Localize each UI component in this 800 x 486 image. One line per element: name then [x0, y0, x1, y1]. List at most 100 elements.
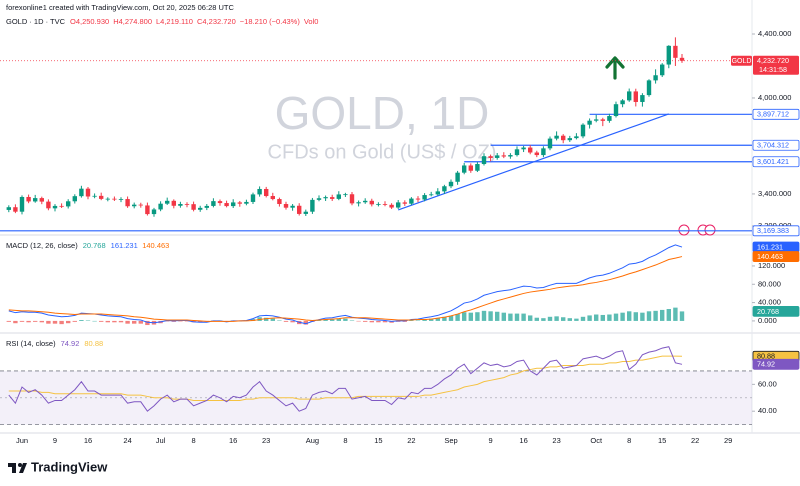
candle-body — [587, 120, 592, 125]
x-tick-label: 16 — [519, 436, 527, 445]
x-tick-label: 8 — [627, 436, 631, 445]
legend-value: 140.463 — [142, 241, 169, 250]
candle-body — [52, 205, 58, 209]
candle-body — [231, 202, 236, 207]
candle-body — [316, 198, 322, 200]
candle-body — [158, 203, 163, 210]
level-tag-box — [752, 108, 800, 120]
symbol-tag-label: GOLD — [732, 58, 752, 65]
candle-body — [303, 211, 308, 214]
candle-body — [429, 194, 434, 196]
histogram-bar — [640, 312, 645, 321]
candle-body — [455, 172, 460, 182]
level-tag: 3,601.421 — [752, 156, 800, 168]
x-tick-label: 15 — [374, 436, 382, 445]
level-tag-box — [752, 139, 800, 151]
level-tag: 3,704.312 — [752, 139, 800, 151]
candle-body — [396, 202, 401, 208]
histogram-bar — [554, 316, 559, 321]
candle-body — [666, 45, 671, 65]
candle-body — [46, 201, 51, 209]
y-tick-label: 40.00 — [758, 406, 777, 415]
candle-body — [369, 200, 374, 205]
event-icon — [704, 224, 716, 236]
histogram-bar — [79, 320, 84, 321]
candle-body — [561, 135, 566, 141]
candle-body — [112, 198, 117, 200]
candle-body — [646, 80, 652, 96]
y-tick-label: 4,000.000 — [758, 93, 791, 102]
x-tick-label: 9 — [489, 436, 493, 445]
trendline — [397, 113, 670, 211]
histogram-bar — [105, 320, 110, 323]
logo-part — [12, 463, 16, 473]
candle-body — [547, 138, 553, 149]
candle-body — [620, 100, 625, 105]
value-tag: 140.463 — [752, 251, 800, 262]
histogram-bar — [330, 319, 335, 321]
candle-body — [39, 198, 44, 202]
histogram-bar — [561, 317, 566, 321]
quote-value: H4,274.800 — [113, 17, 152, 26]
x-tick-label: 23 — [262, 436, 270, 445]
candle-body — [105, 198, 110, 200]
candle-body — [534, 152, 539, 156]
x-tick-label: Aug — [306, 436, 319, 445]
candle-body — [198, 207, 203, 210]
histogram-bar — [481, 310, 487, 321]
level-tag-label: 3,601.421 — [757, 157, 789, 166]
candle-body — [580, 124, 586, 137]
y-tick-label: 3,200.000 — [758, 221, 791, 230]
histogram-bar — [66, 320, 71, 324]
arrow-annotation — [605, 56, 625, 80]
histogram-bar — [118, 320, 124, 323]
branding: TradingView — [31, 459, 108, 474]
histogram-bar — [52, 320, 58, 324]
candle-body — [488, 156, 493, 158]
candle-body — [290, 205, 295, 208]
value-tag-label: 74.92 — [757, 360, 775, 369]
histogram-bar — [679, 311, 685, 321]
histogram-bar — [349, 320, 355, 321]
level-tag-label: 3,897.712 — [757, 110, 789, 119]
histogram-bar — [369, 320, 374, 323]
candle-body — [468, 165, 473, 171]
watermark-symbol: GOLD, 1D — [275, 87, 490, 139]
candle-body — [508, 155, 513, 157]
histogram-bar — [376, 320, 381, 323]
series-line — [8, 256, 683, 322]
histogram-bar — [415, 320, 421, 321]
histogram-bar — [580, 316, 586, 321]
histogram-bar — [19, 320, 25, 322]
candle-body — [257, 188, 262, 195]
candle-body — [567, 138, 572, 141]
candle-body — [297, 205, 302, 214]
legend-value: 161.231 — [111, 241, 138, 250]
event-icon — [678, 224, 690, 236]
histogram-bar — [633, 312, 638, 321]
histogram-bar — [343, 318, 348, 321]
indicator-legend: MACD (12, 26, close) 20.768 161.231 140.463 — [6, 241, 169, 250]
x-tick-label: 23 — [552, 436, 560, 445]
histogram-bar — [316, 320, 322, 321]
candle-body — [574, 136, 579, 139]
candle-body — [217, 201, 223, 204]
histogram-bar — [336, 318, 341, 321]
histogram-bar — [613, 313, 619, 321]
histogram-bar — [429, 318, 434, 321]
candle-body — [151, 209, 157, 215]
histogram-bar — [409, 320, 414, 321]
candle-body — [237, 202, 242, 204]
level-tag-label: 3,704.312 — [757, 141, 789, 150]
histogram-bar — [501, 312, 506, 321]
candle-body — [554, 135, 559, 139]
value-tag-label: 80.88 — [757, 352, 775, 361]
y-tick-label: 60.00 — [758, 379, 777, 388]
candle-body — [250, 194, 256, 202]
countdown-label: 14:31:58 — [759, 65, 787, 74]
histogram-bar — [508, 313, 513, 321]
candle-body — [178, 204, 183, 206]
candle-body — [660, 64, 665, 76]
symbol-title: GOLD · 1D · TVC — [6, 17, 66, 26]
histogram-bar — [462, 312, 467, 321]
